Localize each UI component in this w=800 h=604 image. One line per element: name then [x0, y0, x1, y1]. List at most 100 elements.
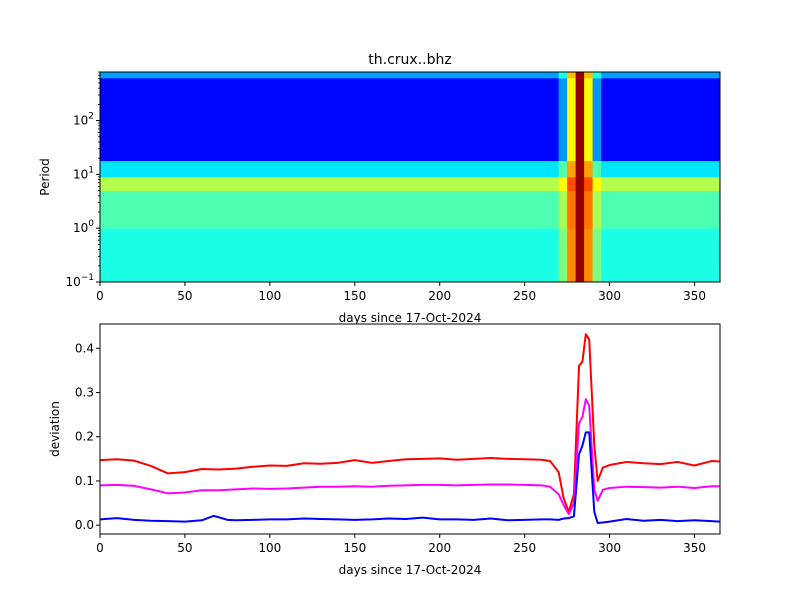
heatmap-cell — [601, 160, 611, 178]
heatmap-cell — [456, 72, 466, 79]
heatmap-cell — [269, 77, 279, 162]
heatmap-cell — [618, 160, 628, 178]
heatmap-cell — [524, 160, 534, 178]
heatmap-cell — [694, 228, 704, 282]
heatmap-cell — [431, 176, 441, 191]
heatmap-cell — [541, 190, 551, 229]
x-tick-label: 350 — [683, 541, 706, 555]
heatmap-cell — [626, 160, 636, 178]
heatmap-cell — [405, 228, 415, 282]
heatmap-cell — [405, 77, 415, 162]
heatmap-panel: th.crux..bhz 0 50 100 150 200 250 300 350 10−11… — [38, 52, 721, 325]
heatmap-cell — [125, 72, 135, 79]
heatmap-cell — [448, 160, 458, 178]
heatmap-cell — [652, 176, 662, 191]
heatmap-cell — [312, 160, 322, 178]
heatmap-cell — [414, 160, 424, 178]
heatmap-cell — [541, 160, 551, 178]
heatmap-cell — [380, 228, 390, 282]
heatmap-cell — [405, 72, 415, 79]
heatmap-cell — [363, 72, 373, 79]
y-tick-label: 0.2 — [75, 430, 94, 444]
heatmap-cell — [643, 228, 653, 282]
heatmap-cell — [184, 228, 195, 282]
heatmap-cell — [193, 160, 203, 178]
heatmap-cell — [142, 160, 152, 178]
heatmap-cell — [269, 190, 279, 229]
heatmap-cell — [635, 228, 645, 282]
heatmap-cell — [635, 190, 645, 229]
heatmap-cell — [329, 176, 339, 191]
heatmap-cell — [422, 77, 432, 162]
heatmap-cell — [473, 176, 483, 191]
heatmap-cell — [558, 160, 568, 178]
heatmap-cell — [261, 228, 271, 282]
heatmap-cell — [643, 77, 653, 162]
heatmap-cell — [252, 190, 262, 229]
heatmap-cell — [286, 190, 296, 229]
heatmap-cell — [626, 72, 636, 79]
heatmap-cell — [609, 190, 619, 229]
heatmap-cell — [397, 160, 407, 178]
heatmap-cell — [473, 228, 483, 282]
heatmap-cell — [363, 228, 373, 282]
heatmap-cell — [626, 77, 636, 162]
heatmap-cell — [278, 160, 288, 178]
heatmap-cell — [227, 160, 237, 178]
heatmap-cell — [380, 72, 390, 79]
heatmap-cell — [660, 77, 670, 162]
y-tick-label: 101 — [73, 165, 94, 181]
heatmap-cell — [116, 176, 127, 191]
heatmap-cell — [278, 72, 288, 79]
x-tick-label: 100 — [258, 289, 281, 303]
heatmap-cell — [218, 77, 228, 162]
heatmap-cell — [235, 77, 245, 162]
heatmap-cell — [133, 72, 144, 79]
heatmap-cell — [711, 160, 720, 178]
y-tick-label: 100 — [73, 219, 94, 235]
heatmap-cell — [524, 72, 534, 79]
heatmap-cell — [507, 72, 517, 79]
heatmap-cell — [397, 77, 407, 162]
heatmap-cell — [354, 72, 364, 79]
heatmap-cell — [269, 160, 279, 178]
heatmap-cell — [669, 72, 679, 79]
heatmap-cell — [150, 228, 161, 282]
heatmap-cell — [354, 77, 364, 162]
heatmap-cell — [337, 72, 347, 79]
heatmap-cell — [575, 77, 585, 162]
heatmap-cell — [210, 228, 220, 282]
heatmap-cell — [261, 77, 271, 162]
heatmap-x-ticks: 0 50 100 150 200 250 300 350 — [96, 282, 706, 303]
heatmap-cell — [482, 190, 492, 229]
heatmap-cell — [303, 190, 313, 229]
heatmap-cell — [388, 190, 398, 229]
heatmap-cell — [711, 228, 720, 282]
heatmap-cell — [193, 190, 203, 229]
heatmap-cell — [320, 160, 330, 178]
heatmap-cell — [584, 190, 594, 229]
heatmap-cell — [201, 72, 212, 79]
heatmap-cell — [660, 160, 670, 178]
heatmap-cell — [635, 77, 645, 162]
heatmap-cell — [167, 77, 178, 162]
heatmap-cell — [507, 160, 517, 178]
heatmap-cell — [643, 160, 653, 178]
heatmap-cell — [439, 160, 449, 178]
heatmap-cell — [167, 176, 178, 191]
heatmap-cell — [218, 160, 228, 178]
heatmap-cell — [643, 72, 653, 79]
heatmap-cell — [703, 228, 713, 282]
heatmap-cell — [354, 160, 364, 178]
heatmap-cell — [414, 77, 424, 162]
heatmap-cell — [686, 176, 696, 191]
x-tick-label: 350 — [683, 289, 706, 303]
heatmap-cell — [100, 72, 110, 79]
heatmap-cell — [252, 160, 262, 178]
heatmap-cell — [558, 228, 568, 282]
heatmap-cell — [286, 176, 296, 191]
heatmap-cell — [516, 190, 526, 229]
heatmap-cell — [133, 190, 144, 229]
heatmap-cell — [601, 228, 611, 282]
heatmap-cell — [567, 160, 577, 178]
